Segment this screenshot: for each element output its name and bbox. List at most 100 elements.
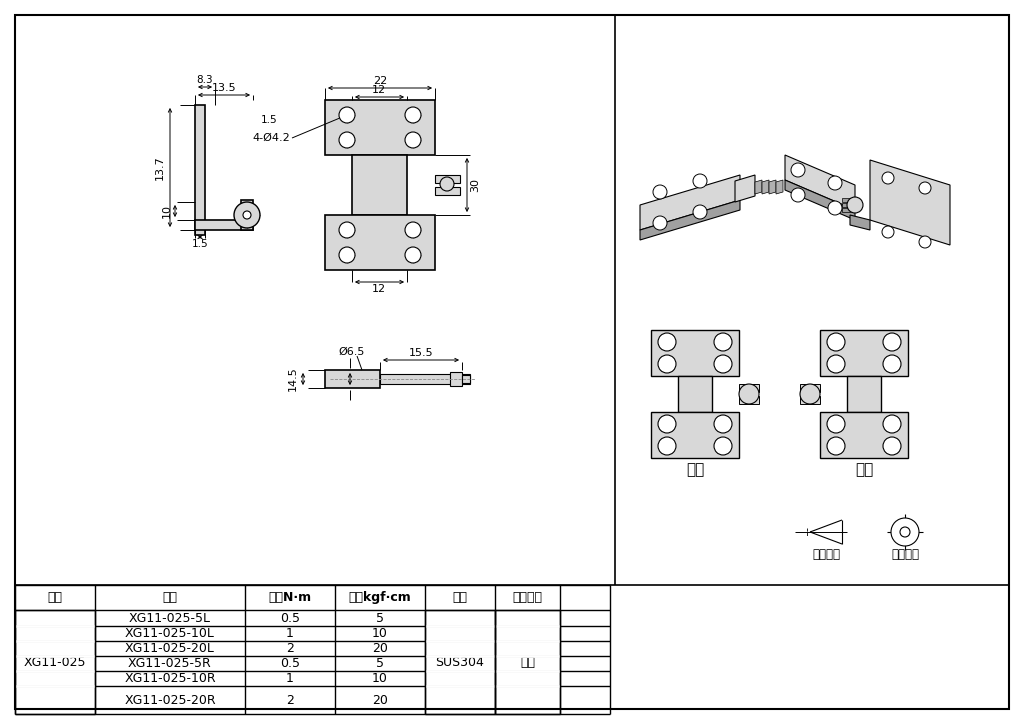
Text: 5: 5 bbox=[376, 612, 384, 625]
Polygon shape bbox=[785, 180, 855, 220]
Polygon shape bbox=[769, 180, 776, 194]
Text: 30: 30 bbox=[470, 178, 480, 192]
Bar bbox=[842, 198, 854, 202]
Text: 14.5: 14.5 bbox=[288, 366, 298, 392]
Circle shape bbox=[827, 415, 845, 433]
Circle shape bbox=[339, 247, 355, 263]
Circle shape bbox=[791, 188, 805, 202]
Circle shape bbox=[406, 247, 421, 263]
Polygon shape bbox=[850, 215, 870, 230]
Circle shape bbox=[714, 355, 732, 373]
Text: 扭矩kgf·cm: 扭矩kgf·cm bbox=[348, 591, 412, 604]
Bar bbox=[241, 200, 253, 230]
Text: 8.3: 8.3 bbox=[197, 75, 213, 85]
Bar bbox=[352, 155, 407, 215]
Text: 货号: 货号 bbox=[163, 591, 177, 604]
Text: 13.5: 13.5 bbox=[212, 83, 237, 93]
Circle shape bbox=[739, 384, 759, 404]
Circle shape bbox=[882, 172, 894, 184]
Text: 1: 1 bbox=[286, 627, 294, 640]
Text: 代码: 代码 bbox=[47, 591, 62, 604]
Circle shape bbox=[658, 437, 676, 455]
Polygon shape bbox=[755, 180, 762, 194]
Text: 5: 5 bbox=[376, 657, 384, 670]
Text: 左用: 左用 bbox=[686, 463, 705, 478]
Bar bbox=[800, 384, 820, 392]
Bar bbox=[842, 208, 854, 212]
Bar bbox=[651, 330, 739, 376]
Bar bbox=[800, 396, 820, 404]
Bar bbox=[435, 175, 460, 183]
Circle shape bbox=[828, 201, 842, 215]
Circle shape bbox=[827, 333, 845, 351]
Circle shape bbox=[234, 202, 260, 228]
Text: 4-Ø4.2: 4-Ø4.2 bbox=[252, 133, 290, 143]
Polygon shape bbox=[735, 175, 755, 202]
Text: 20: 20 bbox=[372, 642, 388, 655]
Polygon shape bbox=[870, 160, 950, 245]
Bar bbox=[462, 375, 470, 383]
Circle shape bbox=[658, 355, 676, 373]
Text: 0.5: 0.5 bbox=[280, 612, 300, 625]
Circle shape bbox=[919, 236, 931, 248]
Text: 1.5: 1.5 bbox=[191, 239, 208, 249]
Text: 材质: 材质 bbox=[453, 591, 468, 604]
Polygon shape bbox=[640, 200, 740, 240]
Circle shape bbox=[339, 222, 355, 238]
Text: 15.5: 15.5 bbox=[409, 348, 433, 358]
Bar bbox=[842, 203, 854, 207]
Circle shape bbox=[440, 177, 454, 191]
Text: 13.7: 13.7 bbox=[155, 155, 165, 180]
Circle shape bbox=[406, 107, 421, 123]
Circle shape bbox=[653, 185, 667, 199]
Text: 10: 10 bbox=[162, 204, 172, 218]
Circle shape bbox=[339, 132, 355, 148]
Polygon shape bbox=[640, 175, 740, 230]
Bar bbox=[820, 330, 908, 376]
Circle shape bbox=[919, 182, 931, 194]
Text: 12: 12 bbox=[372, 85, 386, 95]
Circle shape bbox=[883, 437, 901, 455]
Polygon shape bbox=[762, 180, 769, 194]
Text: 20: 20 bbox=[372, 694, 388, 707]
Bar bbox=[739, 384, 759, 392]
Text: XG11-025-5L: XG11-025-5L bbox=[129, 612, 211, 625]
Bar bbox=[739, 396, 759, 404]
Circle shape bbox=[714, 437, 732, 455]
Circle shape bbox=[847, 197, 863, 213]
Text: 2: 2 bbox=[286, 642, 294, 655]
Text: XG11-025-20R: XG11-025-20R bbox=[124, 694, 216, 707]
Text: 震光: 震光 bbox=[520, 655, 535, 668]
Bar bbox=[380, 374, 470, 384]
Bar bbox=[325, 215, 435, 270]
Circle shape bbox=[883, 333, 901, 351]
Text: 扭矩N·m: 扭矩N·m bbox=[268, 591, 311, 604]
Text: XG11-025-10R: XG11-025-10R bbox=[124, 672, 216, 685]
Circle shape bbox=[827, 355, 845, 373]
Bar bbox=[325, 370, 380, 388]
Polygon shape bbox=[785, 155, 855, 210]
Text: 2: 2 bbox=[286, 694, 294, 707]
Circle shape bbox=[714, 415, 732, 433]
Circle shape bbox=[791, 163, 805, 177]
Text: 1: 1 bbox=[286, 672, 294, 685]
Circle shape bbox=[693, 205, 707, 219]
Bar bbox=[847, 376, 881, 412]
Text: XG11-025: XG11-025 bbox=[24, 655, 86, 668]
Circle shape bbox=[653, 216, 667, 230]
Text: XG11-025-5R: XG11-025-5R bbox=[128, 657, 212, 670]
Text: 10: 10 bbox=[372, 672, 388, 685]
Circle shape bbox=[883, 355, 901, 373]
Text: Ø6.5: Ø6.5 bbox=[339, 347, 366, 357]
Bar bbox=[325, 100, 435, 155]
Circle shape bbox=[900, 527, 910, 537]
Circle shape bbox=[828, 176, 842, 190]
Circle shape bbox=[882, 226, 894, 238]
Circle shape bbox=[339, 107, 355, 123]
Circle shape bbox=[658, 333, 676, 351]
Text: 1.5: 1.5 bbox=[261, 115, 278, 125]
Text: 10: 10 bbox=[372, 627, 388, 640]
Bar bbox=[435, 187, 460, 195]
Text: 22: 22 bbox=[373, 76, 387, 86]
Circle shape bbox=[800, 384, 820, 404]
